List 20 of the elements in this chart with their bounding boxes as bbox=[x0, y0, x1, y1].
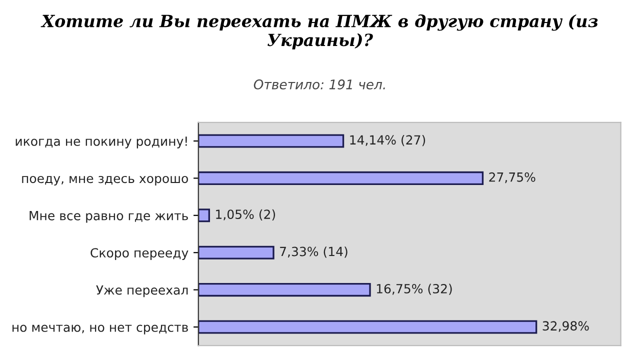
y-tick-label: но мечтаю, но нет средств bbox=[12, 324, 188, 334]
chart-title: Хотите ли Вы переехать на ПМЖ в другую страну (из Украины)? bbox=[40, 14, 598, 50]
data-label: 27,75% bbox=[489, 172, 536, 184]
bar bbox=[198, 208, 210, 222]
data-label: 16,75% (32) bbox=[376, 284, 452, 295]
data-label: 1,05% (2) bbox=[216, 209, 276, 220]
bar bbox=[198, 134, 344, 148]
y-tick-label: Мне все равно где жить bbox=[30, 211, 188, 223]
y-tick-label: Скоро перееду bbox=[90, 248, 188, 260]
chart-subtitle: Ответило: 191 чел. bbox=[254, 79, 385, 90]
bar bbox=[198, 283, 371, 297]
data-label: 7,33% (14) bbox=[280, 246, 348, 258]
y-tick-label: икогда не покину родину! bbox=[16, 136, 187, 148]
y-tick-label: поеду, мне здесь хорошо bbox=[22, 176, 188, 186]
data-label: 32,98% bbox=[542, 321, 589, 332]
bar bbox=[198, 246, 274, 260]
data-label: 14,14% (27) bbox=[350, 134, 426, 146]
y-tick-label: Уже переехал bbox=[96, 285, 188, 298]
bar bbox=[198, 171, 484, 185]
bar bbox=[198, 320, 538, 334]
